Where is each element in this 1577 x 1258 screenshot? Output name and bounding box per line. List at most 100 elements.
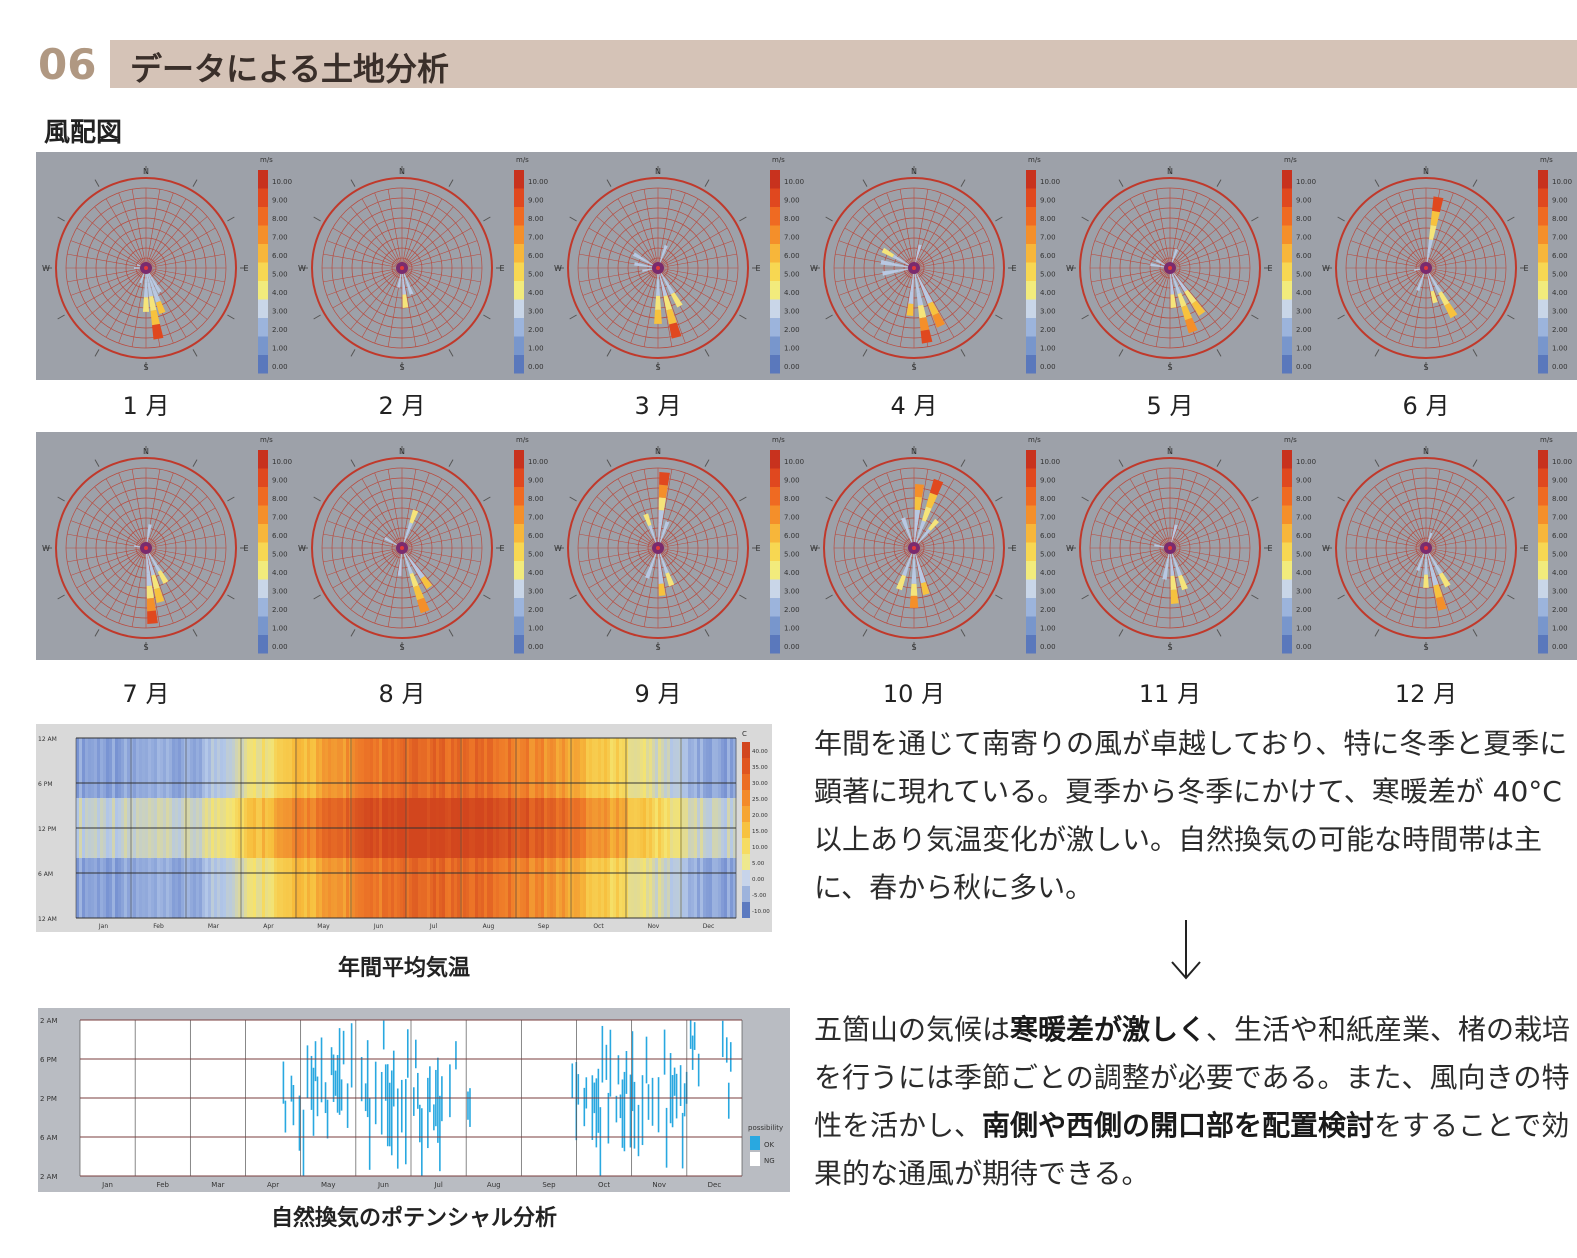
scale-swatch: [770, 468, 780, 487]
rose-spoke: [630, 192, 659, 269]
temperature-cell: [709, 798, 713, 829]
temperature-cell: [238, 828, 242, 859]
scale-swatch: [258, 336, 268, 355]
rose-spoke: [118, 547, 147, 624]
rose-center-dot: [656, 266, 660, 270]
rose-outer-ring: [311, 457, 493, 639]
rose-spoke: [401, 267, 454, 330]
temperature-cell: [487, 798, 491, 829]
temperature-cell: [463, 828, 467, 859]
scale-swatch: [1026, 262, 1036, 281]
rose-tick: [350, 349, 356, 357]
scale-swatch: [514, 598, 524, 617]
scale-tick: 8.00: [528, 215, 544, 223]
temperature-cell: [421, 828, 425, 859]
temperature-cell: [724, 888, 728, 919]
rose-petal: [1184, 317, 1198, 334]
temperature-cell: [544, 888, 548, 919]
temperature-cell: [154, 798, 158, 829]
temperature-cell: [208, 738, 212, 769]
scale-swatch: [514, 262, 524, 281]
temperature-cell: [625, 828, 629, 859]
rose-petal: [1430, 290, 1438, 304]
temperature-cell: [580, 738, 584, 769]
temperature-cell: [229, 738, 233, 769]
rose-outer-ring: [311, 177, 493, 359]
rose-spoke: [401, 547, 464, 600]
rose-spoke: [76, 507, 147, 549]
temperature-cell: [595, 888, 599, 919]
temperature-cell: [574, 738, 578, 769]
temperature-legend-swatch: [742, 774, 750, 790]
temperature-cell: [352, 828, 356, 859]
scale-swatch: [770, 487, 780, 506]
temperature-cell: [571, 738, 575, 769]
scale-swatch: [514, 542, 524, 561]
temperature-cell: [139, 798, 143, 829]
scale-swatch: [1538, 262, 1548, 281]
temperature-cell: [415, 888, 419, 919]
down-arrow-icon: [1171, 920, 1201, 980]
rose-spoke: [401, 520, 478, 549]
temperature-cell: [148, 798, 152, 829]
temperature-cell: [154, 888, 158, 919]
temperature-cell: [88, 888, 92, 919]
temperature-cell: [511, 738, 515, 769]
rose-outer-ring: [55, 177, 237, 359]
temperature-cell: [430, 738, 434, 769]
rose-petal: [1191, 300, 1206, 317]
temperature-cell: [703, 888, 707, 919]
compass-n: N: [1423, 447, 1429, 456]
temperature-cell: [535, 828, 539, 859]
temperature-cell: [232, 888, 236, 919]
ventilation-ok-mark: [721, 1020, 724, 1058]
rose-spoke: [1142, 472, 1171, 549]
temperature-legend-swatch: [742, 822, 750, 838]
rose-spoke: [588, 267, 659, 309]
rose-spoke: [643, 547, 659, 627]
rose-spoke: [145, 267, 222, 296]
temperature-cell: [661, 828, 665, 859]
scale-tick: 9.00: [1296, 197, 1312, 205]
temperature-cell: [202, 798, 206, 829]
rose-spoke: [145, 267, 225, 283]
rose-spoke: [913, 547, 990, 576]
wind-speed-scale-8: m/s10.009.008.007.006.005.004.003.002.00…: [514, 436, 548, 654]
temperature-cell: [697, 888, 701, 919]
section-title-bar: [110, 40, 1577, 88]
rose-spoke: [913, 533, 993, 549]
temperature-cell: [616, 798, 620, 829]
temperature-cell: [730, 738, 734, 769]
temperature-cell: [400, 828, 404, 859]
rose-petal: [1416, 278, 1423, 292]
temperature-legend-tick: -10.00: [752, 909, 770, 915]
scale-swatch: [770, 616, 780, 635]
rose-spoke: [862, 547, 915, 610]
temperature-cell: [625, 888, 629, 919]
scale-swatch: [258, 262, 268, 281]
temperature-cell: [127, 798, 131, 829]
temperature-cell: [196, 888, 200, 919]
scale-tick: 4.00: [1552, 289, 1568, 297]
rose-spoke: [1169, 253, 1249, 269]
rose-tick: [313, 496, 321, 502]
rose-spoke: [401, 469, 417, 549]
temperature-cell: [700, 738, 704, 769]
temperature-cell: [661, 888, 665, 919]
rose-spoke: [105, 547, 147, 618]
temperature-cell: [667, 738, 671, 769]
rose-spoke: [340, 216, 403, 269]
temperature-cell: [259, 828, 263, 859]
temperature-cell: [310, 828, 314, 859]
rose-outer-ring: [1079, 457, 1261, 639]
temperature-cell: [532, 888, 536, 919]
temperature-cell: [154, 828, 158, 859]
rose-spoke: [657, 478, 699, 549]
rose-spoke: [1425, 267, 1441, 347]
temperature-cell: [484, 738, 488, 769]
rose-spoke: [350, 206, 403, 269]
compass-e: E: [755, 544, 760, 553]
temperature-cell: [526, 798, 530, 829]
temperature-cell: [556, 738, 560, 769]
temperature-cell: [688, 798, 692, 829]
